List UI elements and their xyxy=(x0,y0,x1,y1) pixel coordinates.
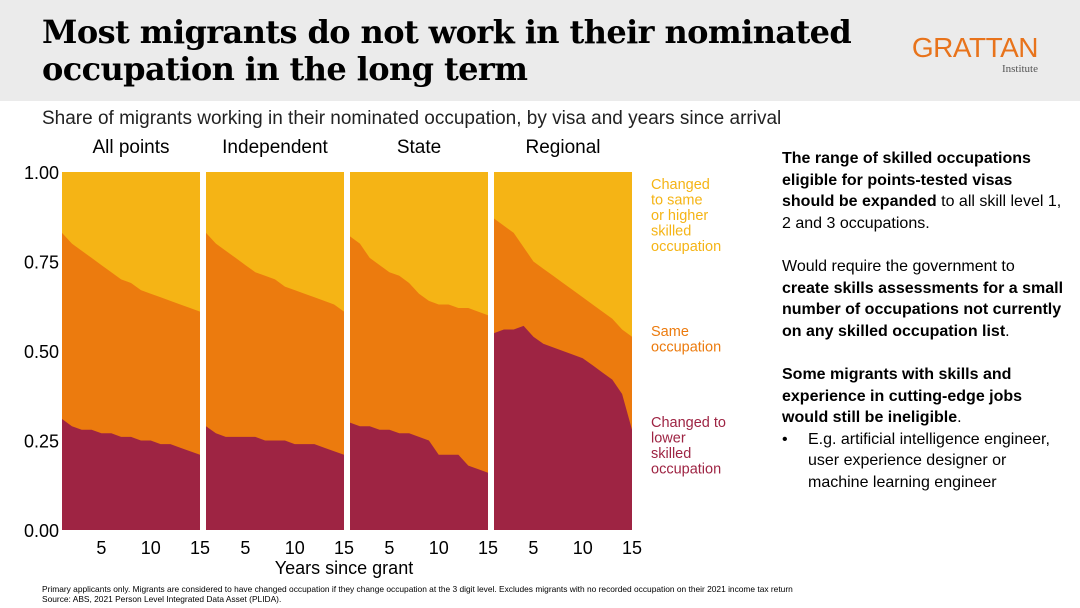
requirement-bold: create skills assessments for a small nu… xyxy=(782,279,1064,340)
area-changed-lower-0 xyxy=(62,419,200,530)
caveat-end: . xyxy=(957,409,962,426)
example-list: E.g. artificial intelligence engineer, u… xyxy=(782,429,1066,494)
panel-title-2: State xyxy=(397,137,441,158)
example-bullet: E.g. artificial intelligence engineer, u… xyxy=(782,429,1066,494)
series-label-same-0: Same xyxy=(651,324,689,340)
area-changed-lower-3 xyxy=(494,325,632,530)
x-tick-label-3-2: 15 xyxy=(622,538,642,558)
grattan-logo: GRATTAN Institute xyxy=(911,32,1039,76)
side-commentary: The range of skilled occupations eligibl… xyxy=(782,148,1066,493)
x-tick-label-0-0: 5 xyxy=(96,538,106,558)
page-title-line-2: occupation in the long term xyxy=(42,50,528,88)
chart-subtitle: Share of migrants working in their nomin… xyxy=(42,108,782,129)
page-title-line-1: Most migrants do not work in their nomin… xyxy=(42,13,852,51)
x-tick-label-0-1: 10 xyxy=(141,538,161,558)
footnote-source: Source: ABS, 2021 Person Level Integrate… xyxy=(42,594,282,604)
x-tick-label-2-0: 5 xyxy=(384,538,394,558)
caveat-bold: Some migrants with skills and experience… xyxy=(782,366,1023,426)
series-label-changed-higher-2: or higher xyxy=(651,208,708,224)
y-tick-label-3: 0.25 xyxy=(24,432,59,452)
requirement-end: . xyxy=(1005,322,1010,340)
chart: All points 5 10 15 Independent 5 10 15 State 5 10 1… xyxy=(24,137,726,578)
panel-title-1: Independent xyxy=(222,137,328,158)
series-label-changed-lower-2: skilled xyxy=(651,446,691,462)
panel-title-3: Regional xyxy=(526,137,601,158)
logo-name: GRATTAN xyxy=(911,32,1039,63)
recommendation-bold: The range of skilled occupations eligibl… xyxy=(782,150,1031,210)
x-tick-label-1-2: 15 xyxy=(334,538,354,558)
series-label-same-1: occupation xyxy=(651,340,721,356)
y-tick-label-4: 0.00 xyxy=(24,521,59,541)
logo-subtitle: Institute xyxy=(1001,63,1038,75)
series-label-changed-lower-0: Changed to xyxy=(651,415,726,431)
page-title: Most migrants do not work in their nomin… xyxy=(42,14,862,88)
title-banner: Most migrants do not work in their nomin… xyxy=(0,0,1080,101)
footnote-note: Primary applicants only. Migrants are co… xyxy=(42,584,793,594)
y-tick-label-1: 0.75 xyxy=(24,253,59,273)
area-changed-lower-2 xyxy=(350,422,488,530)
series-label-changed-higher-1: to same xyxy=(651,193,703,209)
x-tick-label-1-1: 10 xyxy=(285,538,305,558)
panel-title-0: All points xyxy=(92,137,169,158)
series-label-changed-higher-0: Changed xyxy=(651,177,710,193)
x-axis-label: Years since grant xyxy=(275,558,413,578)
x-tick-label-2-2: 15 xyxy=(478,538,498,558)
series-label-changed-lower-1: lower xyxy=(651,431,686,447)
recommendation-paragraph: The range of skilled occupations eligibl… xyxy=(782,148,1066,234)
series-label-changed-higher-3: skilled xyxy=(651,224,691,240)
x-tick-label-0-2: 15 xyxy=(190,538,210,558)
x-tick-label-2-1: 10 xyxy=(429,538,449,558)
series-label-changed-higher-4: occupation xyxy=(651,239,721,255)
series-label-changed-lower-3: occupation xyxy=(651,462,721,478)
recommendation-text: to all skill level 1, 2 and 3 occupation… xyxy=(782,193,1062,232)
y-tick-label-0: 1.00 xyxy=(24,163,59,183)
x-tick-label-3-0: 5 xyxy=(528,538,538,558)
area-changed-lower-1 xyxy=(206,426,344,530)
footnote: Primary applicants only. Migrants are co… xyxy=(42,584,793,604)
requirement-paragraph: Would require the government to create s… xyxy=(782,256,1066,342)
x-tick-label-3-1: 10 xyxy=(573,538,593,558)
y-tick-label-2: 0.50 xyxy=(24,342,59,362)
caveat-paragraph: Some migrants with skills and experience… xyxy=(782,364,1066,429)
requirement-text: Would require the government to xyxy=(782,258,1015,275)
x-tick-label-1-0: 5 xyxy=(240,538,250,558)
